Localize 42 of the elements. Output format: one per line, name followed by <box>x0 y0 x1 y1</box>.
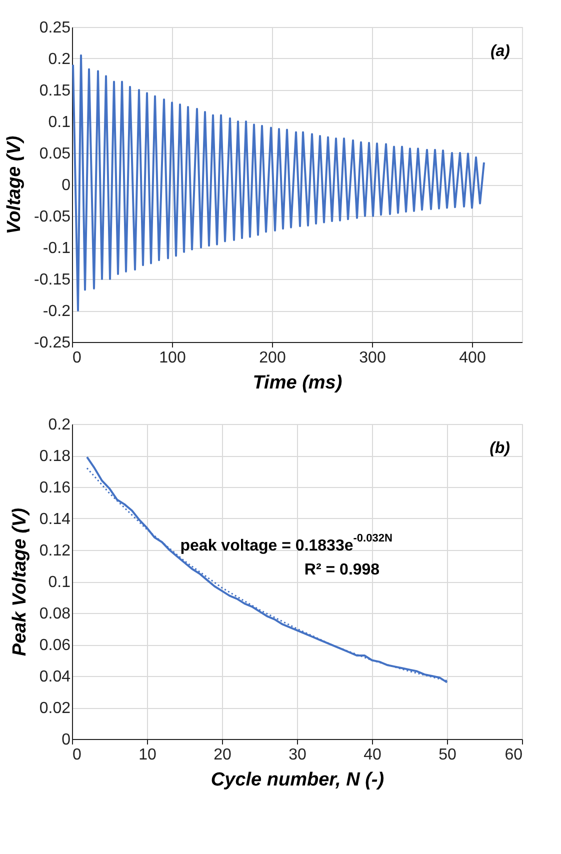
x-tick-label: 100 <box>159 350 186 366</box>
x-tick-label: 20 <box>214 746 232 764</box>
annotation: (b) <box>490 440 510 457</box>
y-tick-label: 0.12 <box>39 542 71 560</box>
y-axis-title: Voltage (V) <box>4 136 26 234</box>
x-tick-label: 300 <box>359 350 386 366</box>
y-axis-title: Peak Voltage (V) <box>9 508 30 656</box>
x-tick-label: 10 <box>138 746 156 764</box>
x-tick-label: 0 <box>72 350 82 366</box>
x-tick-label: 0 <box>72 746 82 764</box>
y-tick-label: 0.06 <box>39 637 71 654</box>
x-axis-title: Time (ms) <box>252 372 342 394</box>
y-tick-label: 0.15 <box>39 82 71 100</box>
y-tick-label: 0.04 <box>39 668 71 686</box>
line-series <box>72 54 485 312</box>
y-tick-label: 0.16 <box>39 480 71 496</box>
annotation: R² = 0.998 <box>304 561 380 578</box>
y-tick-label: 0.05 <box>39 146 71 162</box>
y-tick-label: 0 <box>62 177 71 194</box>
y-tick-label: 0.25 <box>39 20 71 36</box>
y-tick-label: -0.15 <box>34 272 71 288</box>
y-tick-label: 0 <box>62 732 71 748</box>
y-tick-label: 0.18 <box>39 448 71 465</box>
y-tick-label: 0.14 <box>39 511 71 528</box>
x-tick-label: 30 <box>288 746 306 764</box>
y-tick-label: 0.2 <box>48 416 71 434</box>
x-tick-label: 200 <box>259 350 286 366</box>
x-tick-label: 60 <box>504 746 523 764</box>
y-tick-label: 0.02 <box>39 700 71 717</box>
y-tick-label: 0.1 <box>48 114 71 131</box>
x-axis-title: Cycle number, N (-) <box>210 770 384 790</box>
annotation: (a) <box>490 43 510 60</box>
y-tick-label: -0.25 <box>34 334 71 352</box>
y-tick-label: -0.1 <box>42 240 71 257</box>
y-tick-label: -0.05 <box>34 208 71 226</box>
x-tick-label: 50 <box>438 746 456 764</box>
y-tick-label: 0.2 <box>48 51 71 68</box>
y-tick-label: 0.1 <box>48 574 71 591</box>
x-tick-label: 400 <box>459 350 486 366</box>
y-tick-label: 0.08 <box>39 606 71 622</box>
x-tick-label: 40 <box>364 746 382 764</box>
y-tick-label: -0.2 <box>42 303 71 320</box>
